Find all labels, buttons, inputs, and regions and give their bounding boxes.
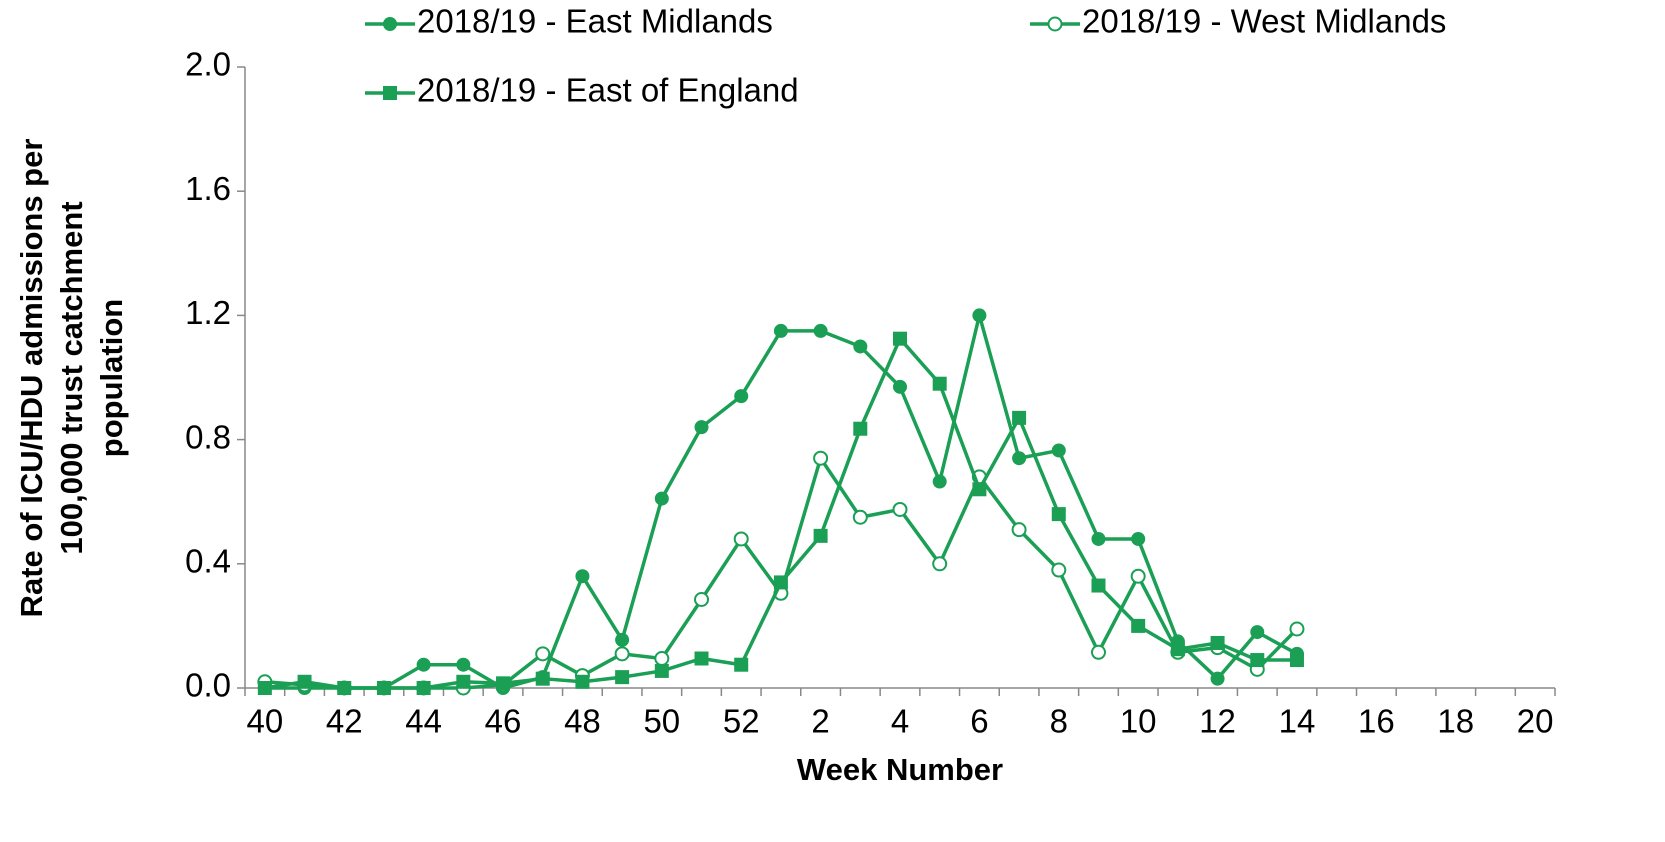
marker: [932, 474, 947, 489]
marker: [1012, 451, 1027, 466]
marker: [1051, 507, 1066, 522]
marker: [1012, 410, 1027, 425]
marker: [694, 651, 709, 666]
marker: [337, 681, 352, 695]
marker: [1091, 578, 1106, 593]
marker: [813, 450, 829, 466]
marker: [853, 339, 868, 354]
marker: [972, 308, 987, 323]
marker: [1131, 531, 1146, 546]
marker: [1170, 642, 1185, 657]
marker: [615, 670, 630, 685]
marker: [1210, 671, 1225, 686]
marker: [297, 674, 312, 689]
y-tick-label: 0.4: [185, 543, 231, 580]
marker: [1051, 562, 1067, 578]
marker: [893, 331, 907, 346]
marker: [733, 531, 749, 547]
marker: [1250, 625, 1265, 640]
series-line: [264, 336, 1297, 690]
marker: [773, 323, 788, 338]
marker: [1210, 635, 1225, 650]
y-tick-label: 1.2: [185, 294, 231, 331]
y-tick-label: 0.8: [185, 418, 231, 455]
marker: [813, 528, 828, 543]
marker: [1131, 618, 1146, 633]
x-tick-label: 44: [405, 703, 442, 740]
x-tick-label: 46: [485, 703, 522, 740]
marker: [257, 681, 272, 695]
marker: [416, 657, 431, 672]
x-tick-label: 12: [1199, 703, 1236, 740]
legend-item: 2018/19 - East of England: [365, 72, 799, 109]
marker: [376, 681, 391, 695]
marker: [654, 491, 669, 506]
x-tick-label: 14: [1279, 703, 1316, 740]
legend-marker: [383, 86, 397, 100]
marker: [1130, 568, 1146, 584]
x-tick-label: 50: [643, 703, 680, 740]
legend-marker: [1047, 16, 1063, 32]
x-tick-label: 48: [564, 703, 601, 740]
x-tick-label: 52: [723, 703, 760, 740]
y-tick-label: 0.0: [185, 667, 231, 704]
marker: [456, 674, 471, 689]
marker: [456, 657, 471, 672]
marker: [852, 509, 868, 525]
x-tick-label: 4: [891, 703, 909, 740]
marker: [535, 671, 550, 686]
legend-item: 2018/19 - West Midlands: [1030, 3, 1446, 40]
y-axis-title-line: 100,000 trust catchment: [54, 201, 89, 554]
x-tick-label: 18: [1437, 703, 1474, 740]
legend-label: 2018/19 - East Midlands: [417, 3, 773, 40]
x-tick-label: 42: [326, 703, 363, 740]
legend-marker: [383, 17, 397, 31]
x-tick-label: 8: [1050, 703, 1068, 740]
y-axis-title-line: Rate of ICU/HDU admissions per: [14, 139, 49, 618]
marker: [932, 556, 948, 572]
marker: [932, 376, 947, 391]
x-tick-label: 2: [811, 703, 829, 740]
marker: [575, 569, 590, 584]
y-tick-label: 2.0: [185, 46, 231, 83]
marker: [416, 681, 431, 695]
marker: [1090, 644, 1106, 660]
x-tick-label: 10: [1120, 703, 1157, 740]
marker: [1091, 531, 1106, 546]
marker: [893, 379, 907, 394]
marker: [734, 657, 749, 672]
y-axis-title: Rate of ICU/HDU admissions per 100,000 t…: [14, 139, 129, 618]
marker: [615, 632, 630, 647]
x-tick-label: 16: [1358, 703, 1395, 740]
marker: [614, 646, 630, 662]
marker: [654, 651, 670, 667]
marker: [813, 323, 828, 338]
x-tick-label: 6: [970, 703, 988, 740]
marker: [853, 421, 868, 436]
marker: [694, 592, 710, 608]
marker: [892, 501, 908, 517]
marker: [734, 389, 749, 404]
marker: [1250, 653, 1265, 668]
marker: [654, 663, 669, 678]
x-axis-title: Week Number: [797, 752, 1003, 787]
marker: [694, 420, 709, 435]
legend-label: 2018/19 - West Midlands: [1082, 3, 1446, 40]
marker: [575, 674, 590, 689]
marker: [972, 482, 987, 497]
marker: [1051, 443, 1066, 458]
x-tick-label: 40: [246, 703, 283, 740]
marker: [1289, 653, 1304, 668]
marker: [535, 646, 551, 662]
marker: [1011, 522, 1027, 538]
x-tick-label: 20: [1517, 703, 1554, 740]
marker: [773, 575, 788, 590]
marker: [496, 676, 511, 691]
marker: [1289, 621, 1305, 637]
y-tick-label: 1.6: [185, 170, 231, 207]
y-axis-title-line: population: [94, 299, 129, 457]
legend-label: 2018/19 - East of England: [417, 72, 799, 109]
legend-item: 2018/19 - East Midlands: [365, 3, 773, 40]
